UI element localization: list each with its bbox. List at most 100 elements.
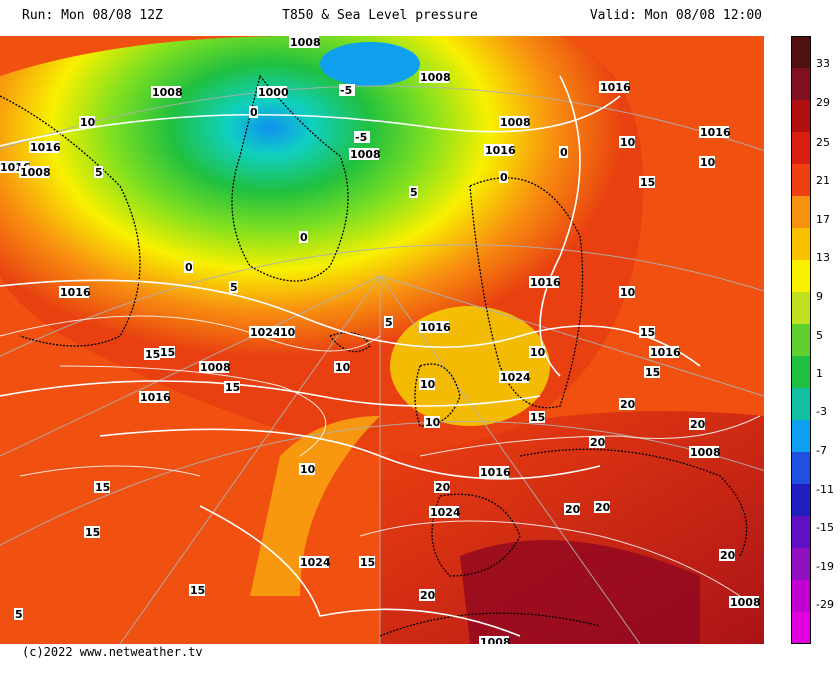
scale-tick-label: 25 <box>816 136 830 149</box>
isotherm-line <box>359 520 741 597</box>
label-background <box>589 436 605 448</box>
isobar-value-label: 1016 <box>650 346 681 359</box>
scale-tick-label: -15 <box>816 521 834 534</box>
valid-time-label: Valid: Mon 08/08 12:00 <box>589 8 762 23</box>
label-background <box>639 176 655 188</box>
label-background <box>409 186 418 198</box>
label-background <box>689 418 705 430</box>
scale-swatch <box>791 420 811 453</box>
scale-tick-label: 5 <box>816 329 823 342</box>
scale-tick-label: -19 <box>816 560 834 573</box>
scale-tick-label: 9 <box>816 290 823 303</box>
label-background <box>19 166 49 178</box>
isotherm-value-label: 15 <box>85 526 100 539</box>
isobar-line <box>199 505 521 637</box>
isotherm-value-label: 10 <box>300 463 316 476</box>
label-background <box>499 116 529 128</box>
label-background <box>689 446 719 458</box>
isotherm-labels: 10 5 0 -5 -5 0 0 0 5 0 5 10 15 10 10 15 5 10 15 10 15 10 15 20 2… <box>14 84 736 621</box>
isobar-line <box>99 428 601 480</box>
scale-swatch <box>791 324 811 357</box>
coast-scandinavia <box>469 177 584 409</box>
isobar-value-label: 1016 <box>530 276 561 289</box>
isotherm-value-label: 15 <box>95 481 110 494</box>
label-background <box>299 463 315 475</box>
label-background <box>29 141 59 153</box>
coast-canada <box>0 95 141 347</box>
isotherm-value-label: -5 <box>355 131 367 144</box>
isotherm-value-label: 0 <box>500 171 508 184</box>
scale-tick-label: -11 <box>816 483 834 496</box>
label-background <box>564 503 580 515</box>
label-background <box>619 136 635 148</box>
isobar-value-label: 1008 <box>350 148 381 161</box>
label-background <box>139 391 169 403</box>
label-background <box>189 584 205 596</box>
isobar-value-label: 1016 <box>420 321 451 334</box>
label-background <box>599 81 629 93</box>
label-background <box>529 276 559 288</box>
label-background <box>289 36 319 48</box>
label-background <box>229 281 238 293</box>
isotherm-line <box>0 315 381 352</box>
warm-tongue <box>250 416 380 596</box>
coast-iberia <box>431 493 521 577</box>
label-background <box>419 321 449 333</box>
isotherm-value-label: 10 <box>425 416 441 429</box>
isobar-line <box>0 380 541 407</box>
lon-line <box>0 275 381 457</box>
scale-swatch <box>791 164 811 197</box>
label-background <box>529 411 545 423</box>
scale-swatch <box>791 132 811 165</box>
label-background <box>644 366 660 378</box>
scale-swatch <box>791 292 811 325</box>
isotherm-value-label: 20 <box>620 398 636 411</box>
isotherm-value-label: 20 <box>720 549 736 562</box>
label-background <box>429 506 459 518</box>
label-background <box>79 116 95 128</box>
label-background <box>354 131 370 143</box>
label-background <box>257 86 287 98</box>
label-background <box>94 481 110 493</box>
isotherm-line <box>19 465 201 477</box>
scale-tick-label: 13 <box>816 251 830 264</box>
isotherm-value-label: 0 <box>300 231 308 244</box>
isobar-value-label: 1008 <box>290 36 321 49</box>
isotherm-value-label: 20 <box>690 418 706 431</box>
scale-swatch <box>791 36 811 69</box>
scale-swatch <box>791 388 811 421</box>
isobar-value-label: 1024 <box>430 506 461 519</box>
label-background <box>699 126 729 138</box>
isotherms <box>0 315 761 597</box>
isotherm-value-label: 10 <box>420 378 436 391</box>
scale-tick-label: 29 <box>816 96 830 109</box>
scale-swatch <box>791 612 811 644</box>
scale-swatch <box>791 516 811 549</box>
label-background <box>479 466 509 478</box>
lat-line <box>0 244 764 357</box>
isobar-value-label: 1008 <box>20 166 51 179</box>
isotherm-value-label: -5 <box>340 84 352 97</box>
isotherm-value-label: 15 <box>640 326 655 339</box>
isotherm-value-label: 20 <box>590 436 606 449</box>
label-background <box>594 501 610 513</box>
chart-title: T850 & Sea Level pressure <box>282 8 478 23</box>
scale-swatch <box>791 68 811 101</box>
label-background <box>419 589 435 601</box>
isobar-value-label: 1008 <box>200 361 231 374</box>
label-background <box>224 381 240 393</box>
isotherm-value-label: 10 <box>700 156 716 169</box>
isotherm-value-label: 15 <box>640 176 655 189</box>
isobar-line <box>0 95 621 147</box>
label-background <box>719 549 735 561</box>
coast-med <box>519 448 748 557</box>
scale-swatch <box>791 356 811 389</box>
coastlines <box>0 74 748 637</box>
scale-tick-label: -29 <box>816 598 834 611</box>
scale-swatch <box>791 484 811 517</box>
isobar-value-label: 1016 <box>60 286 91 299</box>
isotherm-value-label: 20 <box>595 501 611 514</box>
lon-line <box>119 275 381 644</box>
scale-swatch <box>791 228 811 261</box>
isobar-line <box>0 279 701 367</box>
